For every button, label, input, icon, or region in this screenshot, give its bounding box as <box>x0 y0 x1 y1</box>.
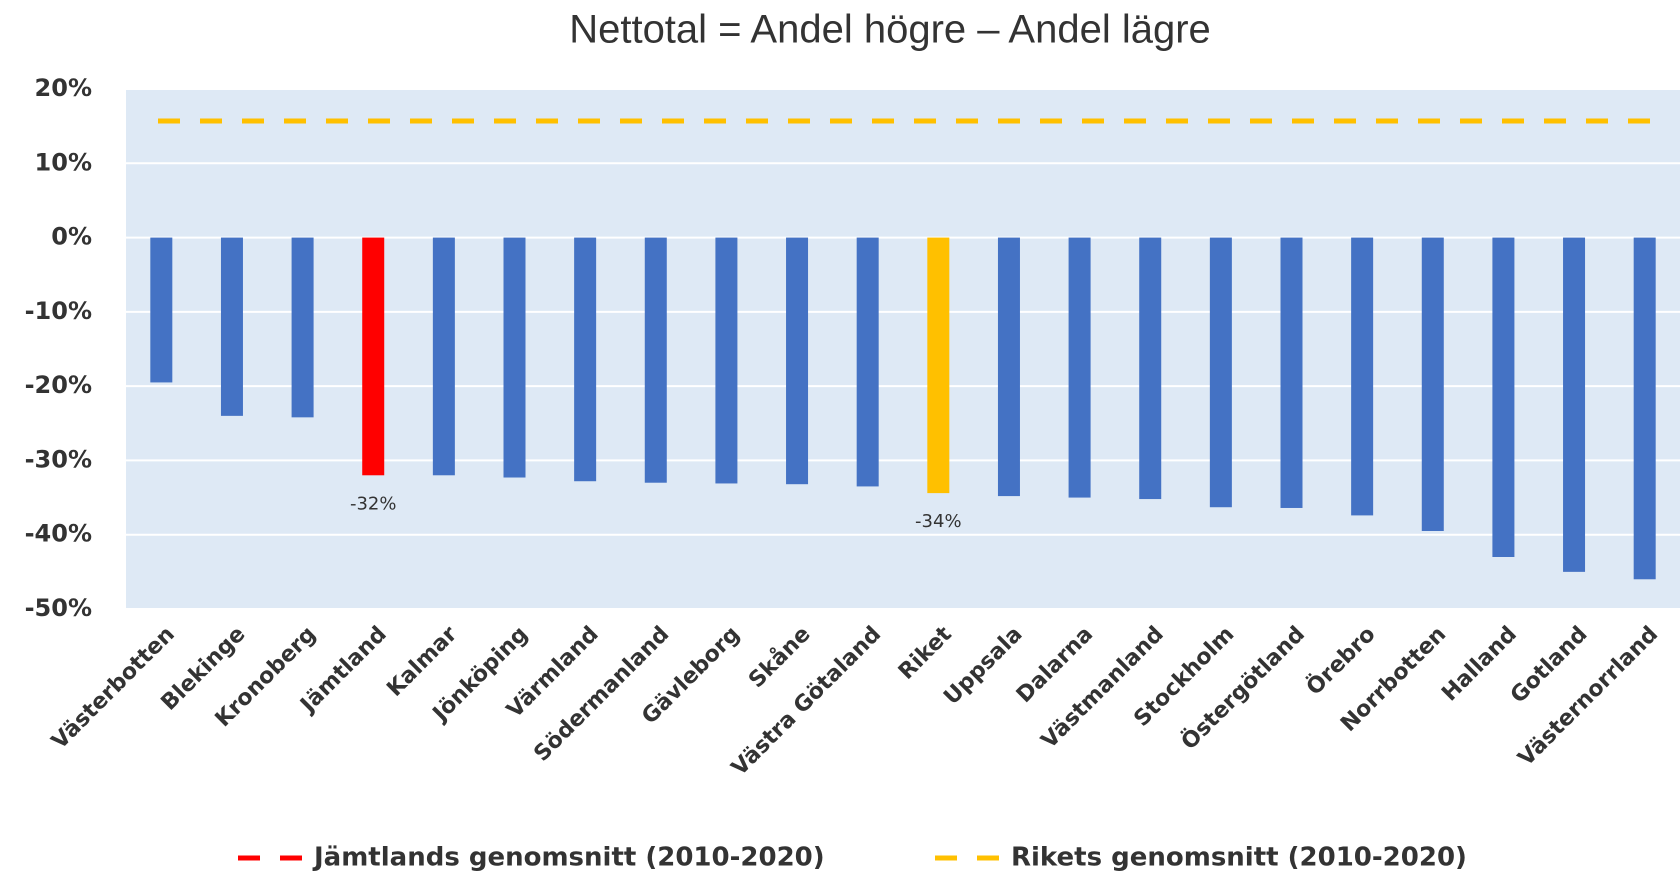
bar <box>362 237 385 476</box>
x-tick-label: Östergötland <box>1176 621 1310 755</box>
bar <box>1280 237 1303 508</box>
x-tick-label: Skåne <box>743 621 815 693</box>
x-tick-label: Riket <box>894 621 957 684</box>
legend-label: Rikets genomsnitt (2010-2020) <box>1011 843 1467 873</box>
bar <box>715 237 738 484</box>
plot-area <box>126 89 1680 609</box>
bar <box>503 237 526 478</box>
y-tick-label: -40% <box>25 520 92 548</box>
data-label: -34% <box>915 511 962 532</box>
y-tick-label: -50% <box>25 594 92 622</box>
bar <box>1492 237 1515 558</box>
bar <box>927 237 950 494</box>
y-tick-label: -30% <box>25 445 92 473</box>
bar <box>432 237 455 476</box>
bar <box>1421 237 1444 532</box>
y-tick-label: -10% <box>25 297 92 325</box>
x-tick-label: Västerbotten <box>47 622 180 755</box>
y-tick-label: 10% <box>35 148 92 176</box>
bar <box>1139 237 1162 500</box>
bar <box>644 237 667 483</box>
bar <box>1068 237 1091 498</box>
bar <box>1351 237 1374 516</box>
bar <box>997 237 1020 497</box>
y-tick-label: 20% <box>35 74 92 102</box>
bar <box>1563 237 1586 572</box>
x-tick-label: Uppsala <box>939 622 1027 710</box>
x-tick-label: Västmanland <box>1037 622 1169 754</box>
bar <box>1209 237 1232 508</box>
bar <box>220 237 243 416</box>
bar <box>150 237 173 383</box>
bar <box>1633 237 1656 580</box>
bar <box>574 237 597 482</box>
x-tick-label: Västernorrland <box>1514 622 1663 771</box>
data-label: -32% <box>350 493 397 514</box>
y-tick-label: -20% <box>25 371 92 399</box>
bar <box>786 237 809 485</box>
bar <box>856 237 879 487</box>
x-tick-label: Södermanland <box>530 622 675 767</box>
y-tick-label: 0% <box>51 223 92 251</box>
bar <box>291 237 314 418</box>
legend-label: Jämtlands genomsnitt (2010-2020) <box>312 843 825 873</box>
chart-title: Nettotal = Andel högre – Andel lägre <box>569 8 1211 52</box>
